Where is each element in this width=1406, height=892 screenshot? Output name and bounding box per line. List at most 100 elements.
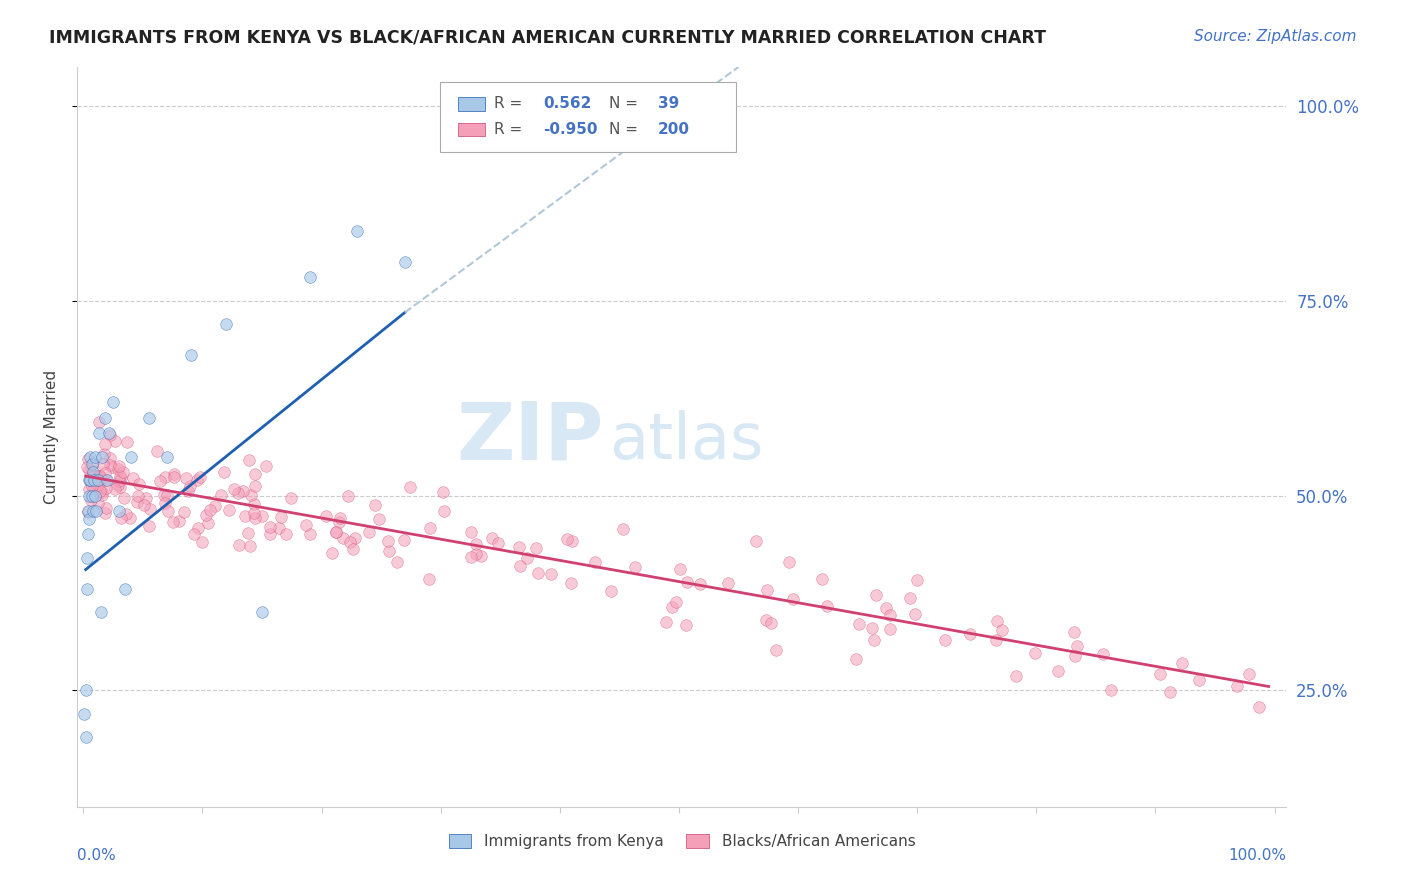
Point bbox=[104, 483, 127, 497]
Point bbox=[179, 479, 201, 493]
Point bbox=[121, 471, 143, 485]
Point bbox=[83, 473, 105, 487]
Point bbox=[259, 520, 281, 534]
Point bbox=[860, 621, 883, 635]
Point bbox=[432, 485, 454, 500]
Point bbox=[77, 482, 100, 496]
Point bbox=[363, 498, 385, 512]
Point bbox=[91, 484, 114, 499]
FancyBboxPatch shape bbox=[458, 97, 485, 111]
Point bbox=[197, 516, 219, 530]
Point bbox=[254, 459, 277, 474]
Point bbox=[245, 479, 267, 493]
Point bbox=[79, 450, 101, 464]
Point bbox=[108, 469, 131, 483]
Point bbox=[94, 473, 117, 487]
Text: 39: 39 bbox=[658, 96, 679, 112]
Point bbox=[82, 465, 104, 479]
Point bbox=[1226, 679, 1249, 693]
Point bbox=[174, 471, 197, 485]
Point bbox=[599, 583, 621, 598]
Point bbox=[93, 447, 115, 461]
Point bbox=[342, 542, 364, 557]
Point bbox=[325, 524, 347, 539]
Point bbox=[198, 503, 221, 517]
Point bbox=[555, 532, 578, 546]
Point bbox=[86, 469, 108, 483]
Point bbox=[77, 463, 100, 477]
Point bbox=[79, 473, 101, 487]
Point bbox=[717, 576, 740, 591]
Point bbox=[1237, 667, 1260, 681]
Point bbox=[863, 632, 886, 647]
Point bbox=[1063, 624, 1085, 639]
Point bbox=[204, 499, 226, 513]
Point bbox=[90, 487, 112, 501]
Point bbox=[419, 521, 441, 535]
Point bbox=[87, 482, 110, 496]
Legend: Immigrants from Kenya, Blacks/African Americans: Immigrants from Kenya, Blacks/African Am… bbox=[443, 828, 921, 855]
Point bbox=[243, 498, 266, 512]
Point bbox=[298, 270, 321, 285]
Point bbox=[755, 613, 778, 627]
Point bbox=[209, 488, 232, 502]
Point bbox=[470, 549, 492, 563]
Point bbox=[689, 577, 711, 591]
Point bbox=[661, 599, 683, 614]
Text: ZIP: ZIP bbox=[456, 398, 603, 476]
Point bbox=[624, 559, 647, 574]
Text: R =: R = bbox=[495, 96, 523, 112]
Point bbox=[135, 491, 157, 505]
Point bbox=[77, 527, 100, 541]
Text: -0.950: -0.950 bbox=[543, 122, 598, 137]
Point bbox=[509, 559, 531, 574]
Point bbox=[179, 348, 201, 362]
Point bbox=[898, 591, 921, 605]
Point bbox=[218, 503, 240, 517]
Point bbox=[89, 484, 111, 499]
Point bbox=[84, 489, 107, 503]
Point bbox=[612, 522, 634, 536]
Point bbox=[98, 426, 121, 441]
Point bbox=[98, 428, 121, 442]
Point bbox=[127, 489, 149, 503]
Point bbox=[250, 509, 273, 524]
Point bbox=[101, 395, 124, 409]
Point bbox=[1063, 649, 1085, 664]
Point bbox=[186, 474, 208, 488]
Point bbox=[332, 531, 354, 545]
Point bbox=[94, 482, 117, 496]
Point bbox=[153, 470, 176, 484]
Point bbox=[765, 643, 787, 657]
Point bbox=[240, 488, 263, 502]
Point bbox=[243, 511, 266, 525]
Point bbox=[91, 457, 114, 471]
Point bbox=[336, 490, 359, 504]
Point bbox=[243, 506, 266, 520]
Point bbox=[1188, 673, 1211, 688]
Point bbox=[274, 527, 297, 541]
Point bbox=[107, 461, 129, 475]
Point bbox=[195, 508, 218, 522]
FancyBboxPatch shape bbox=[458, 123, 485, 136]
Point bbox=[243, 467, 266, 482]
Point bbox=[80, 464, 103, 478]
Point bbox=[675, 618, 697, 632]
Point bbox=[879, 607, 901, 622]
Point bbox=[162, 515, 184, 529]
Point bbox=[339, 534, 361, 549]
Point bbox=[75, 683, 97, 698]
Point bbox=[236, 526, 259, 541]
Point bbox=[107, 478, 129, 492]
Point bbox=[357, 524, 380, 539]
Point bbox=[100, 458, 122, 472]
Point bbox=[215, 317, 238, 331]
Point bbox=[156, 450, 179, 464]
Point bbox=[108, 480, 131, 494]
Point bbox=[110, 471, 132, 485]
Point bbox=[98, 451, 121, 466]
Text: 0.562: 0.562 bbox=[543, 96, 592, 112]
Point bbox=[486, 536, 509, 550]
Point bbox=[817, 599, 839, 614]
Point bbox=[149, 474, 172, 488]
